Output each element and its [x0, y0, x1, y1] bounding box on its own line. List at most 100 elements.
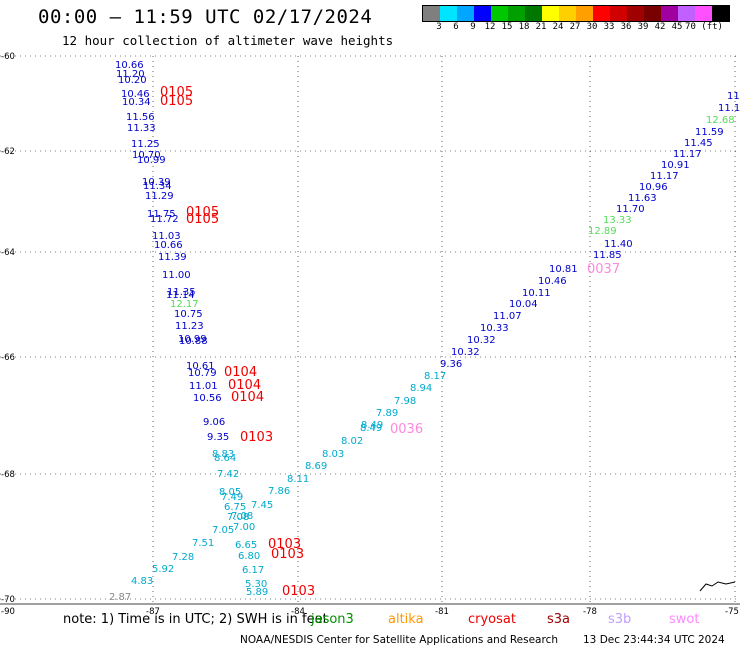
latitude-label: -60 — [1, 52, 15, 62]
mission-legend-swot: swot — [669, 612, 700, 627]
note-text: note: 1) Time is in UTC; 2) SWH is in fe… — [63, 612, 328, 627]
color-swatch — [508, 6, 525, 21]
pass-labels: 0105010501050105010401040104010301030103… — [160, 85, 620, 599]
footer-credit: NOAA/NESDIS Center for Satellite Applica… — [240, 634, 558, 646]
color-scale-label: 21 — [535, 22, 547, 32]
wave-height-value: 10.04 — [509, 299, 538, 310]
wave-height-value: 11.1 — [718, 103, 740, 114]
wave-height-value: 7.98 — [394, 396, 416, 407]
wave-height-value: 10.81 — [549, 264, 578, 275]
wave-height-value: 9.35 — [207, 432, 229, 443]
map-subtitle: 12 hour collection of altimeter wave hei… — [62, 33, 394, 48]
pass-number-label: 0104 — [228, 378, 261, 393]
color-swatch — [474, 6, 491, 21]
wave-height-value: 11.17 — [650, 171, 679, 182]
wave-height-value: 8.69 — [305, 461, 327, 472]
wave-height-value: 10.70 — [132, 150, 161, 161]
longitude-label: -87 — [146, 607, 160, 617]
longitude-label: -75 — [725, 607, 739, 617]
color-swatch — [661, 6, 678, 21]
wave-height-value: 9.06 — [203, 417, 225, 428]
pass-number-label: 0103 — [268, 537, 301, 552]
wave-height-labels: 10.6611.2010.2010.4610.3411.5611.3311.25… — [109, 60, 740, 603]
wave-height-value: 11.45 — [684, 138, 713, 149]
color-scale-label: 33 — [603, 22, 615, 32]
wave-height-value: 10.46 — [121, 89, 150, 100]
wave-height-value: 8.64 — [214, 453, 236, 464]
coastline — [699, 581, 736, 592]
wave-height-value: 11.75 — [147, 209, 176, 220]
wave-height-value: 10.91 — [661, 160, 690, 171]
wave-height-value: 10.56 — [193, 393, 222, 404]
wave-height-value: 7.89 — [376, 408, 398, 419]
wave-height-value: 11 — [727, 91, 740, 102]
color-swatch — [627, 6, 644, 21]
color-scale-label: 6 — [453, 22, 459, 32]
wave-height-value: 10.75 — [174, 309, 203, 320]
wave-height-value: 7.28 — [172, 552, 194, 563]
wave-height-value: 11.40 — [604, 239, 633, 250]
axis-labels: -60 -62 -64 -66 -68 -70 -90 -87 -84 -81 -78 -75 — [1, 52, 739, 617]
wave-height-value: 10.32 — [451, 347, 480, 358]
wave-height-value: 8.02 — [341, 436, 363, 447]
longitude-label: -90 — [1, 607, 15, 617]
wave-height-value: 5.92 — [152, 564, 174, 575]
wave-height-value: 2.87 — [109, 592, 131, 603]
wave-height-value: 11.03 — [152, 231, 181, 242]
longitude-label: -78 — [583, 607, 597, 617]
wave-height-value: 7.08 — [231, 511, 253, 522]
wave-height-value: 12.68 — [706, 115, 735, 126]
wave-height-value: 10.46 — [538, 276, 567, 287]
wave-height-value: 11.72 — [150, 214, 179, 225]
map-grid — [0, 55, 740, 605]
wave-height-value: 8.49 — [361, 420, 383, 431]
wave-height-value: 6.65 — [235, 540, 257, 551]
pass-number-label: 0036 — [390, 422, 423, 437]
color-swatch — [525, 6, 542, 21]
wave-height-value: 10.66 — [154, 240, 183, 251]
wave-height-value: 10.61 — [186, 361, 215, 372]
wave-height-value: 11.39 — [158, 252, 187, 263]
mission-legend-s3b: s3b — [608, 612, 632, 627]
wave-height-value: 4.83 — [131, 576, 153, 587]
color-swatch — [610, 6, 627, 21]
color-swatch — [423, 6, 440, 21]
wave-height-value: 11.70 — [616, 204, 645, 215]
wave-height-value: 10.96 — [639, 182, 668, 193]
wave-height-value: 10.32 — [467, 335, 496, 346]
wave-height-value: 11.01 — [189, 381, 218, 392]
wave-height-value: 11.63 — [628, 193, 657, 204]
pass-number-label: 0105 — [186, 205, 219, 220]
wave-height-value: 8.94 — [410, 383, 432, 394]
wave-height-value: 11.25 — [131, 139, 160, 150]
wave-height-value: 5.89 — [246, 587, 268, 598]
pass-number-label: 0105 — [160, 85, 193, 100]
wave-height-value: 9.36 — [440, 359, 462, 370]
latitude-label: -70 — [1, 595, 15, 605]
color-scale-label: 24 — [552, 22, 564, 32]
pass-number-label: 0104 — [231, 390, 264, 405]
longitude-label: -81 — [435, 607, 449, 617]
wave-height-value: 10.99 — [178, 334, 207, 345]
color-scale-label: 3 — [436, 22, 442, 32]
color-scale-label: 39 — [637, 22, 649, 32]
color-swatch — [440, 6, 457, 21]
wave-height-value: 7.45 — [251, 500, 273, 511]
wave-height-value: 11.23 — [175, 321, 204, 332]
wave-height-value: 11.33 — [127, 123, 156, 134]
latitude-label: -68 — [1, 470, 15, 480]
wave-height-value: 11.17 — [673, 149, 702, 160]
color-scale-label: 12 — [484, 22, 496, 32]
wave-height-value: 10.33 — [480, 323, 509, 334]
color-scale-bar — [422, 5, 730, 22]
color-swatch — [457, 6, 474, 21]
wave-height-value: 11.07 — [493, 311, 522, 322]
wave-height-value: 7.42 — [217, 469, 239, 480]
color-scale-label: 42 — [654, 22, 666, 32]
wave-height-value: 11.34 — [143, 181, 172, 192]
wave-height-value: 7.05 — [212, 525, 234, 536]
mission-legend-altika: altika — [388, 612, 424, 627]
mission-legend-cryosat: cryosat — [468, 612, 516, 627]
color-swatch — [576, 6, 593, 21]
